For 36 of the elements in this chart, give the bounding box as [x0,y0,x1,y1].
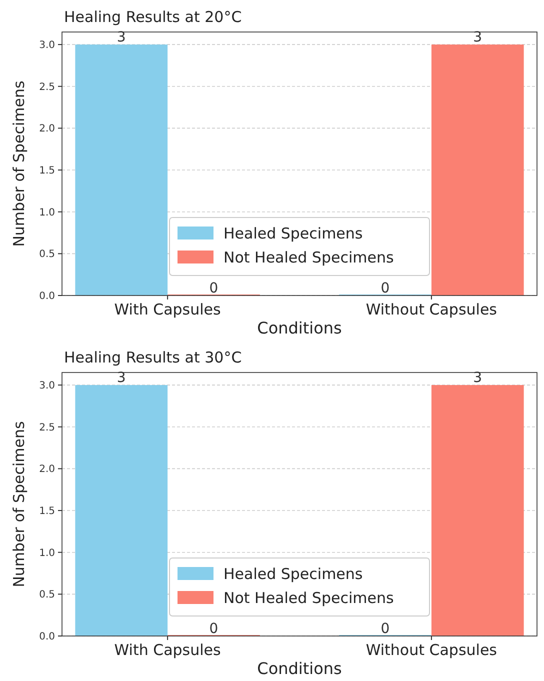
y-tick-label: 2.5 [39,422,55,434]
y-axis-title: Number of Specimens [10,80,28,247]
x-tick-label: Without Capsules [366,300,498,318]
data-label: 0 [380,280,390,296]
legend-label: Healed Specimens [224,565,363,583]
data-label: 3 [473,370,482,386]
data-label: 0 [209,621,218,637]
x-axis-title: Conditions [257,318,342,338]
x-tick-label: With Capsules [114,641,222,659]
y-tick-label: 0.5 [39,590,55,601]
y-tick-label: 1.5 [39,506,55,518]
y-tick-label: 3.0 [39,40,55,52]
data-label: 3 [116,30,126,46]
y-tick-label: 0.0 [39,291,55,302]
legend-label: Not Healed Specimens [224,248,394,266]
chart-title: Healing Results at 30°C [64,348,242,366]
y-tick-label: 2.0 [39,464,55,476]
y-tick-label: 0.5 [39,249,55,260]
x-axis-title: Conditions [257,659,342,678]
y-axis-title: Number of Specimens [10,421,28,588]
y-tick-label: 1.0 [39,207,55,218]
y-tick-label: 2.5 [39,82,55,93]
x-tick-label: Without Capsules [366,641,498,659]
y-tick-label: 0.0 [39,632,55,642]
y-tick-label: 2.0 [39,124,55,135]
legend-label: Healed Specimens [224,224,363,242]
legend-label: Not Healed Specimens [224,589,394,607]
y-tick-label: 3.0 [39,380,55,392]
data-label: 0 [380,621,390,637]
x-tick-label: With Capsules [114,300,222,318]
y-tick-label: 1.5 [39,166,55,177]
data-label: 3 [473,30,482,46]
data-label: 3 [116,370,126,386]
y-tick-label: 1.0 [39,548,55,559]
chart-title: Healing Results at 20°C [64,8,242,26]
data-label: 0 [209,280,218,296]
